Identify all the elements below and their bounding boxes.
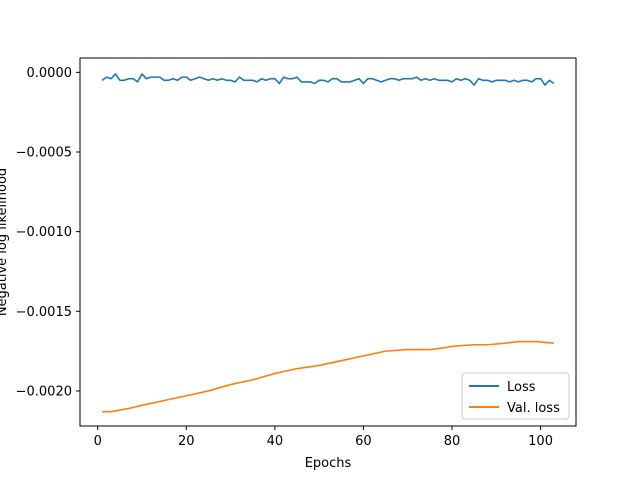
series-line-0 — [101, 73, 555, 86]
legend: Loss Val. loss — [461, 372, 570, 420]
plot-area — [79, 57, 577, 427]
series-lines — [101, 73, 555, 413]
legend-label-loss: Loss — [507, 380, 536, 395]
plot-frame — [79, 57, 577, 427]
y-axis-ticks: 0.0000 −0.0005 −0.0010 −0.0015 −0.0020 — [16, 66, 80, 399]
y-tick-label: 0.0000 — [27, 66, 73, 81]
legend-label-val-loss: Val. loss — [507, 401, 560, 416]
y-tick-label: −0.0005 — [16, 145, 72, 160]
x-tick-label: 60 — [355, 434, 372, 449]
x-axis-label: Epochs — [305, 456, 352, 471]
y-tick-label: −0.0020 — [16, 384, 72, 399]
x-tick-label: 20 — [178, 434, 195, 449]
x-tick-label: 80 — [444, 434, 461, 449]
y-axis-label: Negative log likelihood — [0, 168, 10, 316]
plot-background — [80, 58, 576, 426]
y-tick-label: −0.0010 — [16, 225, 72, 240]
x-tick-label: 100 — [528, 434, 553, 449]
x-tick-label: 0 — [94, 434, 102, 449]
series-line-1 — [102, 340, 554, 413]
x-tick-label: 40 — [267, 434, 284, 449]
y-tick-label: −0.0015 — [16, 305, 72, 320]
x-axis-ticks: 0 20 40 60 80 100 — [94, 426, 553, 449]
